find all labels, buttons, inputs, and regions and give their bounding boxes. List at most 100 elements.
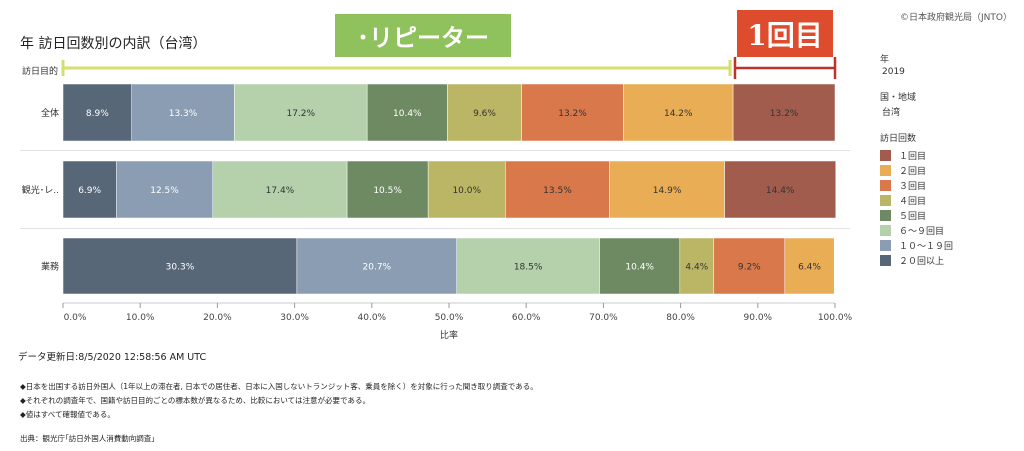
bar-value-label: 14.2% <box>664 109 693 119</box>
repeater-annotation: ･リピーター <box>335 14 511 57</box>
legend-panel: 年 2019 国・地域 台湾 訪日回数 １回目 ２回目 ３回目 ４回目 ５回目 ６～９回目… <box>880 52 1020 268</box>
legend-region-value: 台湾 <box>882 108 901 118</box>
x-tick-label: 40.0% <box>358 313 387 323</box>
bar-value-label: 13.3% <box>169 109 198 119</box>
bar-segment <box>679 237 715 295</box>
legend-item-label: ４回目 <box>899 197 927 207</box>
bar-segment <box>447 83 522 142</box>
bar-segment <box>623 83 734 142</box>
bar-value-label: 9.6% <box>473 109 496 119</box>
legend-item[interactable]: １０～１９回 <box>880 238 1020 253</box>
legend-item-label: ５回目 <box>899 212 927 222</box>
source-citation: 出典：観光庁｢訪日外国人消費動向調査｣ <box>20 434 155 443</box>
legend-item-label: ３回目 <box>899 182 927 192</box>
bar-segment <box>505 160 610 219</box>
legend-swatch <box>880 225 891 236</box>
annotation-brackets <box>61 57 837 79</box>
legend-swatch <box>880 210 891 221</box>
bar-value-label: 6.4% <box>798 263 821 273</box>
stacked-bar-chart: 8.9% 13.3% 17.2% 10.4% 9.6% 13.2% 14.2% 13.2% 6.… <box>20 57 853 341</box>
row-header-purpose: 訪日目的 <box>22 67 59 77</box>
category-label: 観光･レ.. <box>22 184 59 196</box>
legend-item-label: １回目 <box>899 152 927 162</box>
bar-segment <box>784 237 835 295</box>
x-tick-label: 50.0% <box>435 313 464 323</box>
bar-segment <box>62 160 117 219</box>
legend-swatch <box>880 240 891 251</box>
x-tick-label: 90.0% <box>744 313 773 323</box>
x-tick-label: 30.0% <box>280 313 309 323</box>
bar-segment <box>456 237 600 295</box>
data-updated-date: データ更新日:8/5/2020 12:58:56 AM UTC <box>18 352 207 363</box>
bar-value-label: 13.5% <box>543 186 572 196</box>
legend-item[interactable]: ３回目 <box>880 178 1020 193</box>
bar-segment <box>234 83 368 142</box>
bar-segment <box>131 83 235 142</box>
legend-item[interactable]: １回目 <box>880 148 1020 163</box>
legend-swatch <box>880 165 891 176</box>
bar-value-label: 10.4% <box>393 109 422 119</box>
bar-segment <box>713 237 786 295</box>
x-tick-label: 80.0% <box>666 313 695 323</box>
first-visit-annotation: 1回目 <box>737 10 833 57</box>
bar-value-label: 13.2% <box>770 109 799 119</box>
legend-item[interactable]: ４回目 <box>880 193 1020 208</box>
legend-item[interactable]: ５回目 <box>880 208 1020 223</box>
footnote-3: ◆値はすべて確報値である。 <box>20 410 115 419</box>
legend-swatch <box>880 255 891 266</box>
bar-value-label: 10.4% <box>625 263 654 273</box>
bar-segment <box>212 160 348 219</box>
bar-value-label: 10.5% <box>373 186 402 196</box>
bar-segment <box>346 160 429 219</box>
bar-value-label: 8.9% <box>86 109 109 119</box>
bar-value-label: 9.2% <box>738 263 761 273</box>
legend-year-label: 年 <box>880 55 890 65</box>
bar-segment <box>599 237 681 295</box>
legend-item[interactable]: ２０回以上 <box>880 253 1020 268</box>
bar-segments: 8.9% 13.3% 17.2% 10.4% 9.6% 13.2% 14.2% 13.2% 6.… <box>20 83 850 295</box>
bar-value-label: 4.4% <box>685 263 708 273</box>
x-tick-label: 60.0% <box>512 313 541 323</box>
legend-region-label: 国・地域 <box>880 93 917 103</box>
bar-value-label: 20.7% <box>363 263 392 273</box>
bar-value-label: 12.5% <box>150 186 179 196</box>
bar-value-label: 14.9% <box>653 186 682 196</box>
bar-value-label: 17.4% <box>266 186 295 196</box>
footnote-2: ◆それぞれの調査年で、国籍や訪日目的ごとの標本数が異なるため、比較においては注意… <box>20 396 370 405</box>
legend-item-label: ２回目 <box>899 167 927 177</box>
legend-visits-label: 訪日回数 <box>880 134 917 144</box>
bar-segment <box>62 237 298 295</box>
bar-value-label: 6.9% <box>78 186 101 196</box>
bar-value-label: 14.4% <box>766 186 795 196</box>
x-tick-label: 70.0% <box>589 313 618 323</box>
legend-item-label: ２０回以上 <box>899 257 945 267</box>
legend-swatch <box>880 195 891 206</box>
x-tick-label: 20.0% <box>203 313 232 323</box>
bar-segment <box>521 83 624 142</box>
bar-segment <box>62 83 132 142</box>
legend-items: １回目 ２回目 ３回目 ４回目 ５回目 ６～９回目 １０～１９回 ２０回以上 <box>880 148 1020 268</box>
bar-segment <box>427 160 506 219</box>
legend-item-label: １０～１９回 <box>899 242 954 252</box>
category-label: 業務 <box>41 261 59 273</box>
legend-swatch <box>880 180 891 191</box>
bar-segment <box>609 160 725 219</box>
legend-item-label: ６～９回目 <box>899 227 945 237</box>
legend-item[interactable]: ２回目 <box>880 163 1020 178</box>
bar-value-label: 13.2% <box>558 109 587 119</box>
footnote-1: ◆日本を出国する訪日外国人（1年以上の滞在者, 日本での居住者、日本に入国しない… <box>20 382 538 391</box>
copyright-credit: ©日本政府観光局（JNTO） <box>900 13 1012 23</box>
legend-swatch <box>880 150 891 161</box>
bar-segment <box>116 160 214 219</box>
bar-value-label: 17.2% <box>286 109 315 119</box>
legend-year-value: 2019 <box>882 67 905 77</box>
chart-title: 年 訪日回数別の内訳（台湾） <box>20 36 207 52</box>
x-axis-label: 比率 <box>440 329 458 341</box>
legend-item[interactable]: ６～９回目 <box>880 223 1020 238</box>
bar-segment <box>724 160 837 219</box>
bar-value-label: 30.3% <box>166 263 195 273</box>
category-label: 全体 <box>41 107 59 119</box>
bar-segment <box>366 83 448 142</box>
bar-value-label: 18.5% <box>514 263 543 273</box>
